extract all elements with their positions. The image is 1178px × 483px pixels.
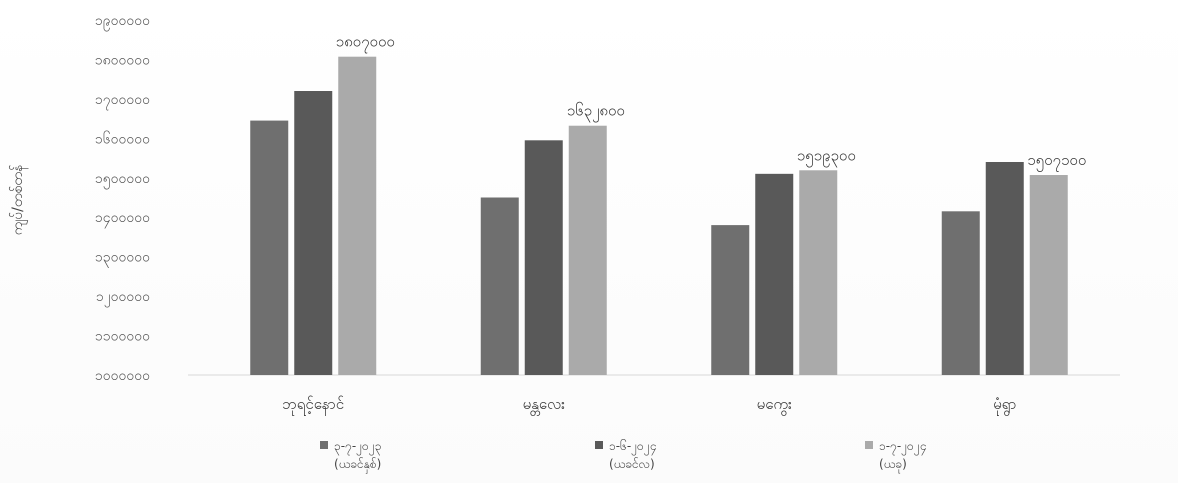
bar-2 bbox=[755, 173, 794, 375]
y-tick-label: ၁၀၀၀၀၀၀ bbox=[95, 368, 150, 384]
bar-1 bbox=[480, 197, 519, 375]
bar-3 bbox=[568, 125, 607, 375]
y-tick-label: ၁၃၀၀၀၀၀ bbox=[95, 250, 150, 268]
y-axis-label: ကျပ်/တစ်တန် bbox=[10, 165, 28, 236]
y-tick-label: ၁၁၀၀၀၀၀ bbox=[95, 329, 150, 345]
x-tick-label: မကွေး bbox=[757, 395, 792, 416]
bar-1 bbox=[941, 211, 980, 375]
legend-label-sub: (ယခင်လ) bbox=[609, 456, 655, 471]
legend-swatch bbox=[865, 441, 873, 449]
y-tick-label: ၁၈၀၀၀၀၀ bbox=[95, 52, 150, 68]
x-tick-label: မုံရွာ bbox=[993, 395, 1016, 416]
y-tick-label: ၁၂၀၀၀၀၀ bbox=[96, 289, 150, 307]
bar-2 bbox=[524, 140, 563, 375]
bar-2 bbox=[985, 162, 1024, 375]
legend-swatch bbox=[595, 441, 603, 449]
data-label: ၁၅၁၉၃၀၀ bbox=[797, 146, 856, 167]
bar-3 bbox=[1029, 175, 1068, 375]
y-tick-label: ၁၇၀၀၀၀၀ bbox=[95, 92, 150, 110]
legend-label: ၃-၇-၂၀၂၃ bbox=[334, 439, 381, 456]
data-label: ၁၈၀၇၀၀၀ bbox=[336, 33, 395, 54]
legend-label: ၁-၆-၂၀၂၄ bbox=[609, 438, 656, 456]
bar-3 bbox=[799, 170, 838, 375]
y-tick-label: ၁၆၀၀၀၀၀ bbox=[95, 131, 150, 147]
data-label: ၁၆၃၂၈၀၀ bbox=[567, 102, 625, 123]
legend-swatch bbox=[320, 441, 328, 449]
bar-1 bbox=[711, 225, 750, 375]
bar-2 bbox=[294, 91, 333, 375]
data-label: ၁၅၀၇၁၀၀ bbox=[1027, 151, 1086, 172]
legend-label: ၁-၇-၂၀၂၄ bbox=[879, 439, 926, 456]
legend-label-sub: (ယခင်နှစ်) bbox=[334, 456, 381, 474]
y-tick-label: ၁၉၀၀၀၀၀ bbox=[95, 13, 150, 31]
x-tick-label: မန္တလေး bbox=[523, 395, 566, 416]
x-tick-label: ဘုရင့်နောင် bbox=[282, 395, 344, 416]
bar-1 bbox=[250, 120, 289, 375]
y-tick-label: ၁၅၀၀၀၀၀ bbox=[95, 171, 150, 189]
y-tick-label: ၁၄၀၀၀၀၀ bbox=[95, 210, 150, 228]
bar-3 bbox=[338, 56, 377, 375]
legend-label-sub: (ယခု) bbox=[879, 457, 907, 474]
